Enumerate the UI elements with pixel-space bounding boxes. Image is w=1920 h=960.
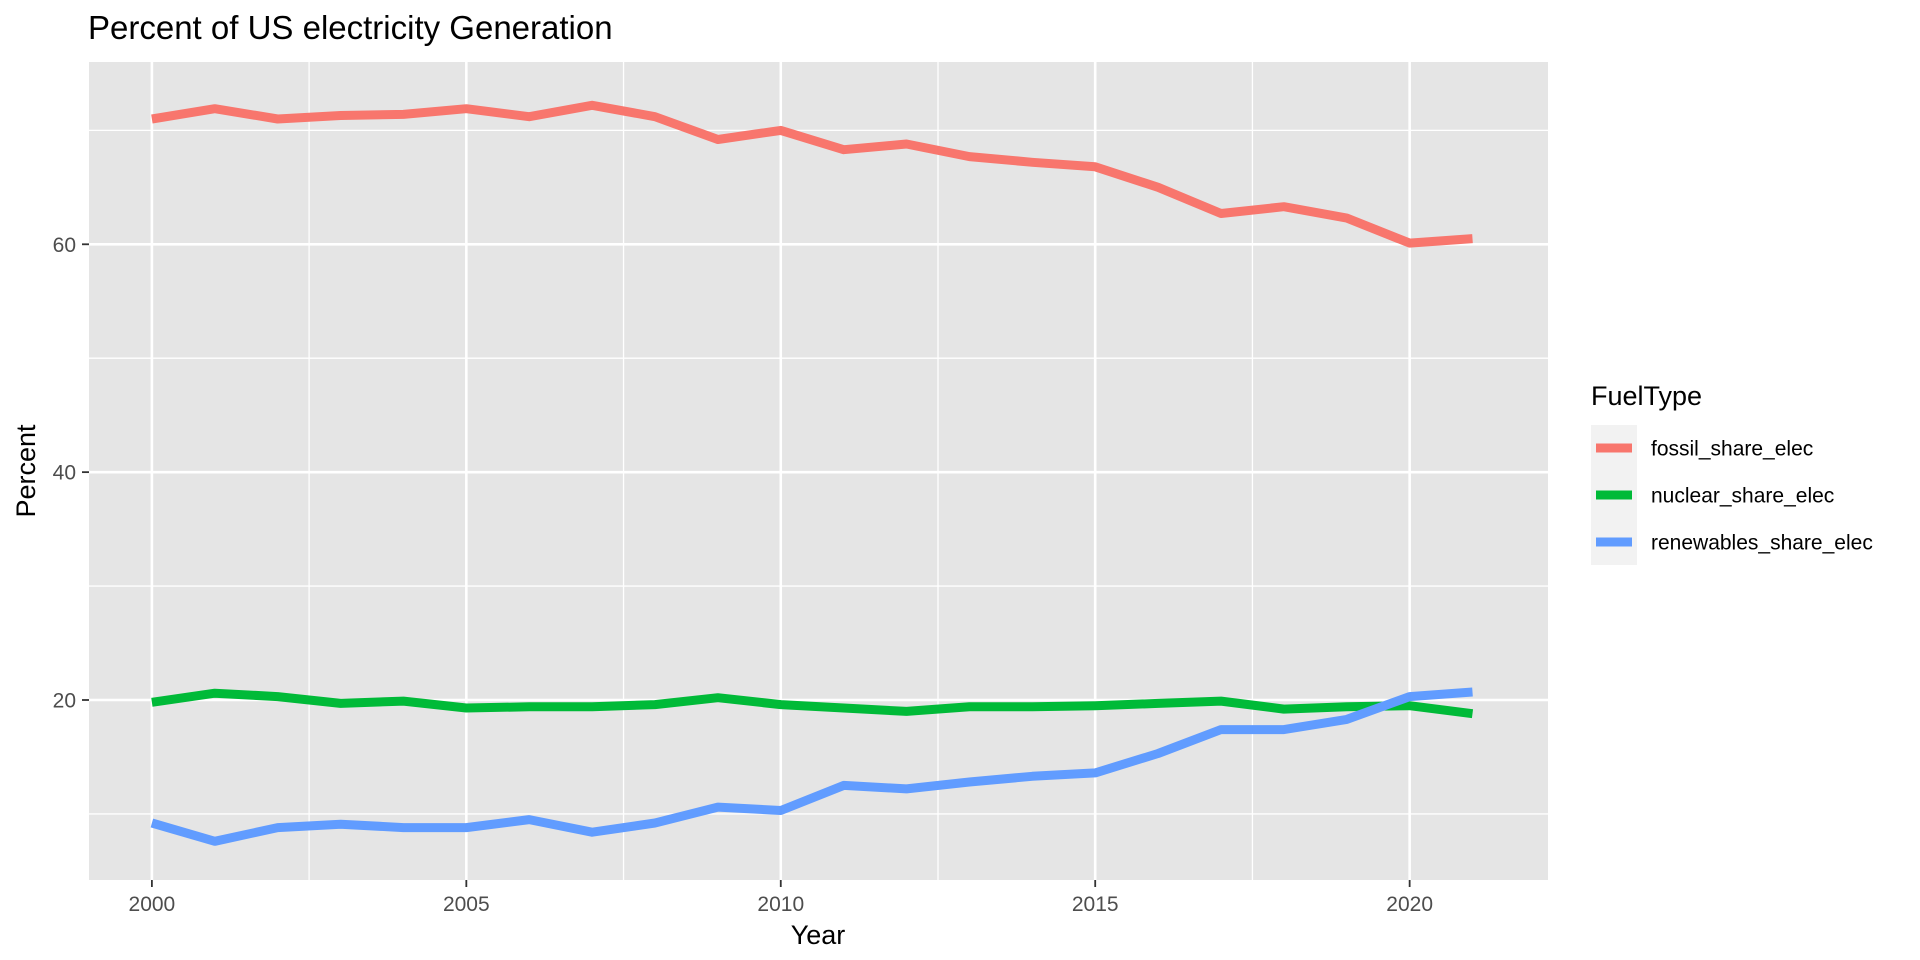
y-tick-label: 60 [53, 234, 76, 257]
x-tick-label: 2010 [757, 893, 804, 916]
y-axis: 20 40 60 [53, 234, 89, 712]
legend-label-fossil_share_elec: fossil_share_elec [1651, 438, 1813, 461]
legend-label-renewables_share_elec: renewables_share_elec [1651, 532, 1873, 555]
x-tick-label: 2015 [1072, 893, 1119, 916]
series-line-renewables_share_elec [150, 687, 1473, 846]
y-tick-label: 20 [53, 689, 76, 712]
x-tick-label: 2000 [129, 893, 176, 916]
x-tick-label: 2020 [1386, 893, 1433, 916]
y-tick-label: 40 [53, 462, 76, 485]
x-tick-label: 2005 [443, 893, 490, 916]
x-axis: 2000 2005 2010 2015 2020 [129, 880, 1433, 916]
grid-lines [89, 62, 1548, 880]
chart-title: Percent of US electricity Generation [88, 9, 613, 46]
series-line-nuclear_share_elec [151, 688, 1474, 719]
legend-title: FuelType [1591, 381, 1702, 411]
series-line-fossil_share_elec [151, 100, 1473, 248]
series-lines [150, 100, 1474, 846]
x-axis-title: Year [791, 920, 846, 950]
legend-label-nuclear_share_elec: nuclear_share_elec [1651, 485, 1834, 508]
y-axis-title: Percent [11, 424, 41, 518]
legend: FuelType fossil_share_elec nuclear_share_… [1591, 381, 1873, 565]
